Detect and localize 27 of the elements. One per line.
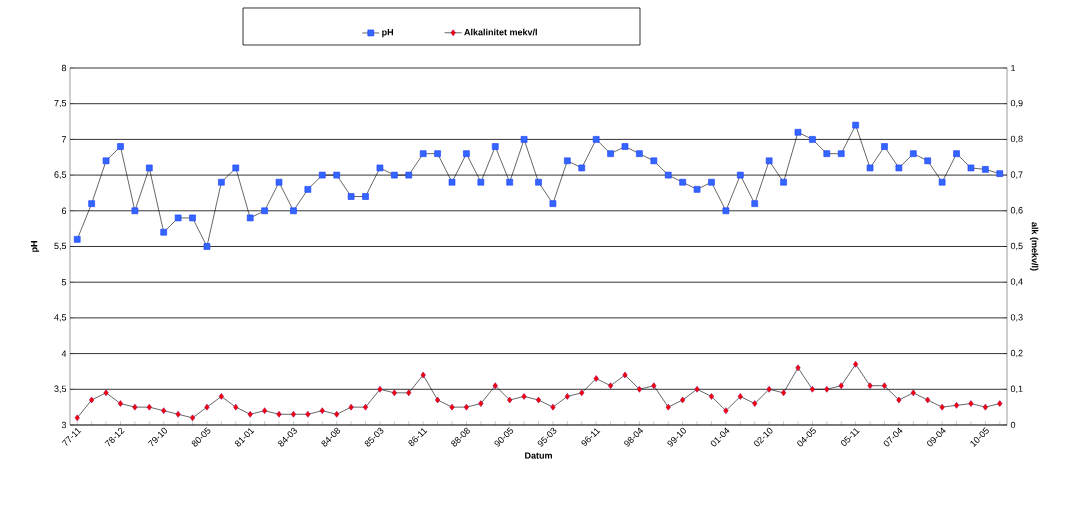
y2-tick-label: 0,5	[1010, 242, 1023, 251]
y-tick-label: 5,5	[54, 242, 67, 251]
y-tick-label: 3,5	[54, 385, 67, 393]
y2-tick-label: 0	[1010, 421, 1016, 429]
y-tick-label: 6,5	[54, 171, 67, 179]
y2-tick-label: 0,8	[1010, 135, 1023, 144]
y-tick-label: 6	[61, 207, 67, 214]
y2-tick-label: 0,2	[1010, 349, 1023, 358]
y2-tick-label: 0,6	[1010, 207, 1023, 215]
legend-label: Alkalinitet mekv/l	[464, 28, 537, 36]
x-axis-title: Datum	[525, 452, 552, 459]
y-tick-label: 3	[61, 421, 67, 429]
y2-tick-label: 0,3	[1010, 314, 1023, 322]
y2-tick-label: 1	[1011, 64, 1016, 72]
y-tick-label: 7	[61, 136, 67, 143]
y-tick-label: 5	[61, 279, 67, 286]
y2-tick-label: 0,1	[1010, 385, 1023, 393]
y-tick-label: 8	[61, 64, 67, 72]
y-axis-title: pH	[31, 241, 40, 252]
legend-label: pH	[382, 29, 394, 38]
y2-axis-title: alk (mekv/l)	[1029, 222, 1039, 271]
y-tick-label: 7,5	[54, 100, 67, 108]
y2-tick-label: 0,9	[1010, 99, 1023, 108]
y-tick-label: 4	[61, 350, 67, 357]
y2-tick-label: 0,4	[1010, 278, 1023, 286]
y-tick-label: 4,5	[54, 314, 67, 322]
y2-tick-label: 0,7	[1010, 171, 1023, 179]
